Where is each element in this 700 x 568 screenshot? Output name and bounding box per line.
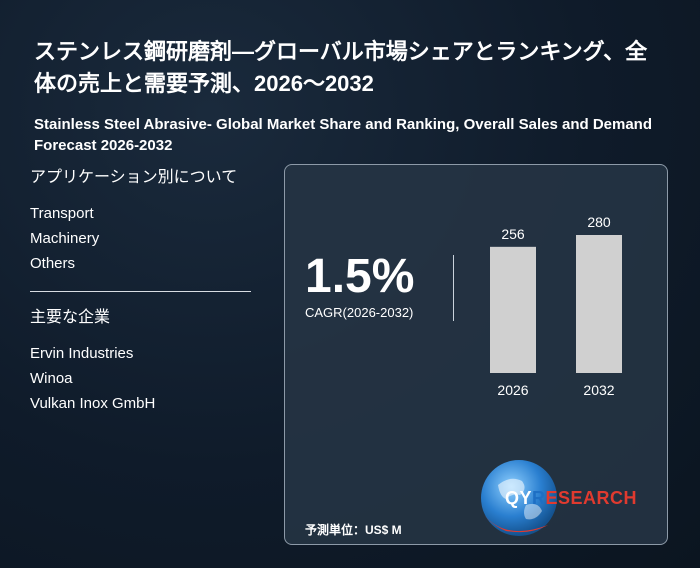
left-column: アプリケーション別について Transport Machinery Others… (30, 168, 252, 416)
logo-text-y: Y (519, 488, 533, 508)
x-tick-label: 2032 (583, 382, 614, 398)
application-item: Transport (30, 205, 94, 222)
page-title-japanese: ステンレス鋼研磨剤—グローバル市場シェアとランキング、全体の売上と需要予測、20… (34, 39, 648, 96)
forecast-panel: 1.5% CAGR(2026-2032) 256 2026 280 2032 予測単位… (284, 164, 668, 545)
unit-label: 予測単位：US$ M (305, 523, 402, 537)
application-item: Others (30, 255, 76, 272)
cagr-value: 1.5% (305, 250, 415, 303)
panel-divider (453, 255, 454, 321)
logo-text-r: R (532, 488, 546, 508)
x-tick-label: 2026 (497, 382, 528, 398)
cagr-label: CAGR(2026-2032) (305, 305, 414, 320)
page-title-english: Stainless Steel Abrasive- Global Market … (34, 116, 653, 154)
logo-text-rest: ESEARCH (545, 488, 638, 508)
companies-heading: 主要な企業 (30, 309, 111, 326)
company-item: Winoa (30, 370, 73, 387)
company-item: Vulkan Inox GmbH (30, 395, 156, 412)
applications-heading: アプリケーション別について (30, 169, 238, 186)
bar-2026 (490, 246, 536, 373)
bar-value-label: 280 (587, 215, 611, 230)
qyresearch-logo-text: QYRESEARCH (505, 488, 637, 509)
application-item: Machinery (30, 230, 100, 247)
company-item: Ervin Industries (30, 345, 134, 362)
qyresearch-logo-globe-icon (481, 460, 557, 536)
bar-chart: 256 2026 280 2032 (490, 215, 622, 398)
bar-2032 (576, 235, 622, 373)
bar-value-label: 256 (501, 226, 525, 242)
section-divider (30, 291, 251, 292)
logo-text-q: Q (505, 488, 520, 508)
